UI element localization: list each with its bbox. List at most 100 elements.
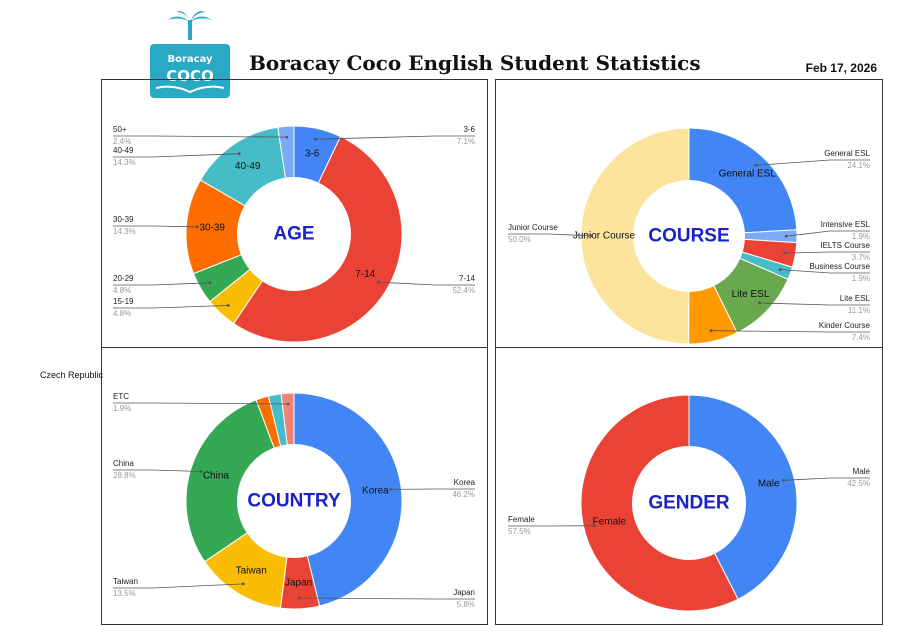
callout-line-male (783, 477, 870, 481)
callout-dot-junior-course (590, 234, 594, 238)
callout-line-7-14 (378, 281, 475, 286)
callout-line-kinder-course (711, 330, 870, 333)
callout-percent-china: 28.8% (113, 471, 136, 480)
callout-label-ielts-course: IELTS Course (820, 241, 870, 250)
callout-line-taiwan (113, 583, 244, 589)
callout-dot-20-29 (208, 281, 212, 285)
country-donut-chart: COUNTRY Korea Korea 46.2% Japan Japan 5.8% Tai… (40, 370, 476, 610)
callout-dot-general-esl (754, 163, 758, 167)
chart-center-label: AGE (273, 224, 314, 245)
callout-line-business-course (780, 269, 870, 274)
callout-percent-intensive-esl: 1.9% (852, 232, 870, 241)
callout-dot-female (593, 524, 596, 528)
page-title: Boracay Coco English Student Statistics (249, 51, 701, 75)
callout-label-50-: 50+ (113, 125, 127, 134)
callout-dot-lite-esl (758, 301, 761, 305)
slice-label-female: Female (593, 517, 627, 528)
callout-line-ielts-course (784, 251, 870, 254)
callout-line-general-esl (755, 159, 870, 166)
callout-line-china (113, 469, 202, 472)
callout-percent-lite-esl: 11.1% (848, 306, 870, 315)
slice-china (185, 399, 295, 563)
callout-dot-ielts-course (783, 251, 787, 255)
callout-label-etc: ETC (113, 392, 129, 401)
callout-label-male: Male (853, 467, 871, 476)
callout-dot-etc (286, 402, 290, 406)
callout-percent-kinder-course: 7.4% (852, 333, 870, 342)
slice-label-7-14: 7-14 (355, 269, 375, 280)
callout-dot-intensive-esl (784, 234, 788, 238)
callout-percent-ielts-course: 3.7% (852, 253, 870, 262)
callout-label-20-29: 20-29 (113, 274, 134, 283)
callout-dot-male (782, 478, 785, 482)
logo-badge (150, 44, 230, 98)
callout-line-50- (113, 135, 287, 138)
callout-label-lite-esl: Lite ESL (840, 294, 871, 303)
chart-center-label: COURSE (648, 226, 729, 247)
slice-label-china: China (203, 471, 230, 482)
callout-label-japan: Japan (453, 588, 475, 597)
callout-line-3-6 (315, 135, 475, 140)
report-date: Feb 17, 2026 (806, 61, 878, 75)
callout-dot-3-6 (314, 137, 317, 141)
callout-percent-20-29: 4.8% (113, 286, 131, 295)
callout-dot-30-39 (195, 225, 199, 229)
callout-dot-7-14 (377, 280, 380, 284)
callout-percent-female: 57.5% (508, 527, 531, 536)
callout-label-30-39: 30-39 (113, 215, 134, 224)
slice-label-40-49: 40-49 (235, 161, 261, 172)
slice-label-male: Male (758, 478, 780, 489)
age-donut-chart: AGE 3-6 3-6 7.1% 7-14 7-14 52.4% 15-19 4.8% 20-2… (113, 125, 476, 343)
callout-label-40-49: 40-49 (113, 146, 134, 155)
callout-label-taiwan: Taiwan (113, 577, 138, 586)
donut-hole (633, 180, 745, 292)
slice-label-general-esl: General ESL (719, 169, 777, 180)
slice-label-30-39: 30-39 (199, 223, 225, 234)
donut-hole (237, 444, 351, 558)
donut-hole (237, 177, 351, 291)
course-donut-chart: COURSE General ESL General ESL 24.1% Intens… (508, 127, 871, 345)
slice-label-3-6: 3-6 (305, 149, 320, 160)
callout-line-lite-esl (759, 302, 870, 306)
callout-dot-japan (298, 596, 301, 600)
callout-percent-7-14: 52.4% (452, 286, 475, 295)
callout-dot-korea (389, 488, 392, 491)
callout-label-czech-republic: Czech Republic (40, 370, 104, 380)
callout-line-junior-course (508, 233, 592, 237)
callout-percent-50-: 2.4% (113, 137, 131, 146)
callout-line-40-49 (113, 153, 240, 158)
slice-label-junior-course: Junior Course (573, 230, 636, 241)
callout-percent-male: 42.5% (847, 479, 870, 488)
callout-dot-kinder-course (709, 329, 713, 333)
slice-label-japan: Japan (285, 577, 312, 588)
callout-percent-etc: 1.9% (113, 404, 131, 413)
callout-percent-general-esl: 24.1% (847, 161, 870, 170)
callout-label-business-course: Business Course (810, 262, 871, 271)
callout-label-junior-course: Junior Course (508, 223, 558, 232)
chart-center-label: COUNTRY (247, 491, 341, 512)
callout-line-20-29 (113, 282, 210, 286)
callout-line-30-39 (113, 225, 198, 228)
callout-line-japan (299, 597, 475, 600)
gender-donut-chart: GENDER Male Male 42.5% Female Female 57.5% (508, 394, 871, 612)
callout-label-korea: Korea (454, 478, 476, 487)
callout-line-15-19 (113, 305, 229, 309)
callout-label-3-6: 3-6 (463, 125, 475, 134)
logo-line-2: COCO (166, 67, 214, 85)
callout-percent-business-course: 1.9% (852, 274, 870, 283)
callout-percent-japan: 5.8% (457, 600, 475, 609)
callout-label-general-esl: General ESL (824, 149, 870, 158)
country-panel (101, 347, 488, 625)
callout-label-7-14: 7-14 (459, 274, 476, 283)
callout-dot-40-49 (237, 152, 241, 156)
callout-dot-taiwan (241, 582, 245, 586)
callout-percent-3-6: 7.1% (457, 137, 475, 146)
palm-leaves-icon (168, 11, 212, 22)
slice-label-lite-esl: Lite ESL (732, 289, 770, 300)
callout-label-china: China (113, 459, 134, 468)
open-book-icon (155, 85, 225, 94)
callout-dot-50- (285, 135, 289, 139)
callout-label-kinder-course: Kinder Course (819, 321, 871, 330)
callout-percent-15-19: 4.8% (113, 309, 131, 318)
